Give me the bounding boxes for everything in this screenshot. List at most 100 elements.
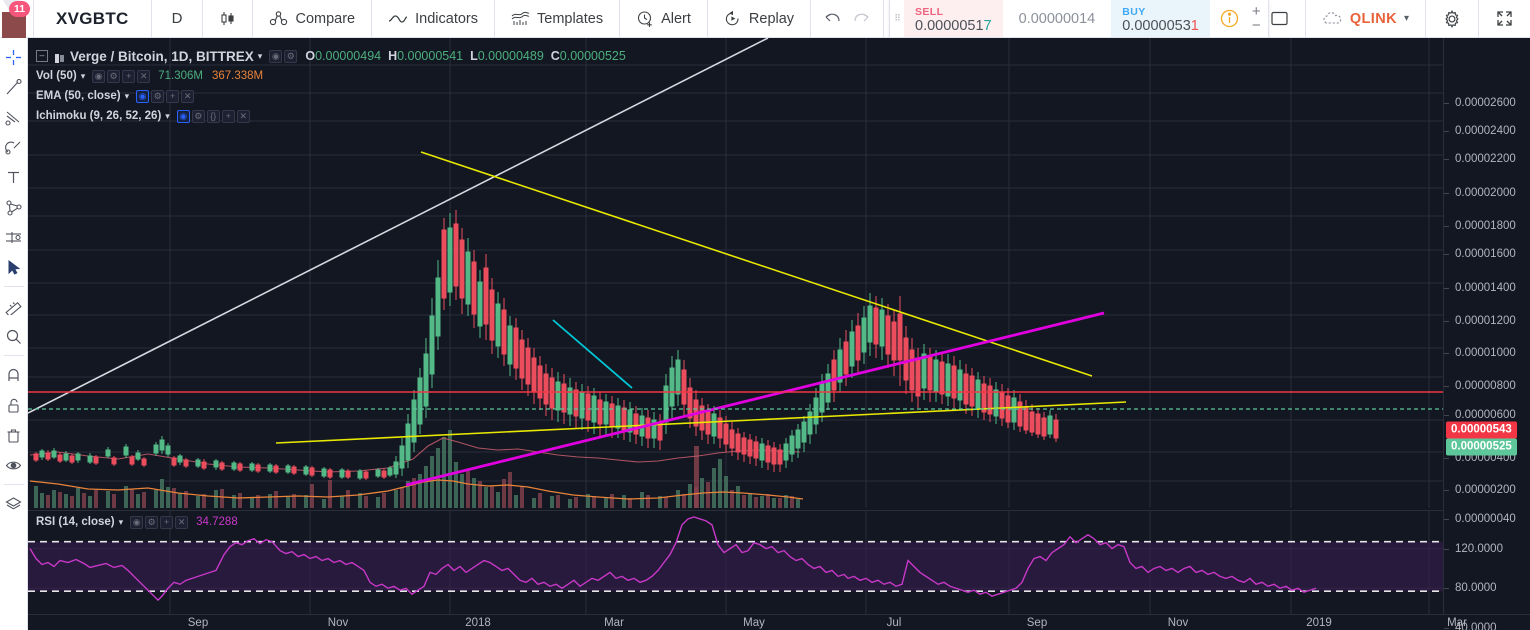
collapse-icon[interactable]: –: [36, 50, 48, 62]
study-name-ema[interactable]: EMA (50, close): [36, 90, 121, 102]
time-axis-label: Nov: [1167, 617, 1189, 629]
price-tick: [1444, 226, 1449, 227]
remove-tool[interactable]: [1, 420, 27, 450]
chart-panes[interactable]: [28, 38, 1443, 614]
study-settings-button[interactable]: ⚙: [145, 515, 159, 529]
chart-area[interactable]: 0.00002600 0.00002400 0.00002200 0.00002000…: [28, 38, 1530, 630]
templates-button[interactable]: Templates: [500, 4, 614, 34]
rsi-tick: [1444, 628, 1449, 629]
legend-study-ema[interactable]: EMA (50, close) ▾ ◉ ⚙ + ✕: [36, 86, 626, 106]
objecttree-tool[interactable]: [1, 489, 27, 519]
chart-type-button[interactable]: [208, 4, 247, 34]
legend-study-vol[interactable]: Vol (50) ▾ ◉ ⚙ + ✕ 71.306M 367.338M: [36, 66, 626, 86]
replay-label: Replay: [748, 10, 795, 27]
compare-label: Compare: [295, 10, 356, 27]
layout-button[interactable]: [1259, 4, 1300, 34]
buy-button[interactable]: BUY 0.00000531: [1111, 0, 1210, 37]
zoom-tool[interactable]: [1, 321, 27, 351]
trash-icon: [5, 427, 22, 444]
symbol-title[interactable]: Verge / Bitcoin, 1D, BITTREX: [70, 48, 254, 64]
series-settings-button[interactable]: ⚙: [284, 49, 298, 63]
workspace-button[interactable]: QLINK ▾: [1311, 4, 1420, 34]
price-axis-label: 0.00000800: [1455, 380, 1516, 392]
app-logo[interactable]: 11: [0, 0, 34, 38]
legend-study-rsi[interactable]: RSI (14, close) ▾ ◉ ⚙ + ✕ 34.7288: [36, 512, 238, 532]
price-axis[interactable]: 0.00002600 0.00002400 0.00002200 0.00002000…: [1443, 38, 1530, 630]
study-visibility-button[interactable]: ◉: [176, 109, 190, 123]
chevron-down-icon[interactable]: ▾: [165, 110, 170, 121]
shapes-tool[interactable]: [1, 192, 27, 222]
interval-button[interactable]: D: [171, 10, 183, 27]
fib-retracement-tool[interactable]: [1, 102, 27, 132]
price-tick: [1444, 386, 1449, 387]
study-settings-button[interactable]: ⚙: [191, 109, 205, 123]
study-add-button[interactable]: +: [160, 515, 174, 529]
last-price-tag[interactable]: 0.00000543: [1446, 421, 1517, 439]
price-axis-label: 0.00001000: [1455, 347, 1516, 359]
study-name-vol[interactable]: Vol (50): [36, 70, 77, 82]
charttype-group: [203, 0, 254, 37]
study-visibility-button[interactable]: ◉: [92, 69, 106, 83]
legend-title-row[interactable]: – Verge / Bitcoin, 1D, BITTREX ▾ ◉ ⚙ O0.…: [36, 46, 626, 66]
compare-icon: [269, 10, 288, 27]
qty-decrease-button[interactable]: −: [1251, 16, 1261, 34]
fullscreen-group: [1479, 0, 1530, 37]
study-visibility-button[interactable]: ◉: [136, 89, 150, 103]
cursor-tool[interactable]: [1, 252, 27, 282]
study-remove-button[interactable]: ✕: [236, 109, 250, 123]
settings-button[interactable]: [1431, 4, 1473, 34]
notification-badge[interactable]: 11: [9, 1, 30, 17]
study-visibility-button[interactable]: ◉: [130, 515, 144, 529]
symbol-group: XVGBTC: [34, 0, 152, 37]
redo-icon[interactable]: [852, 11, 871, 26]
chevron-down-icon[interactable]: ▾: [257, 50, 263, 61]
lock-tool[interactable]: [1, 390, 27, 420]
single-layout-icon: [1270, 10, 1289, 27]
pitchfork-tool[interactable]: [1, 132, 27, 162]
price-pane[interactable]: [28, 38, 1443, 508]
study-name-ichimoku[interactable]: Ichimoku (9, 26, 52, 26): [36, 110, 162, 122]
study-add-button[interactable]: +: [166, 89, 180, 103]
order-info-button[interactable]: [1210, 0, 1249, 37]
drag-handle[interactable]: ⠿: [894, 13, 901, 23]
close-price-tag[interactable]: 0.00000525: [1446, 438, 1517, 456]
magnet-tool[interactable]: [1, 360, 27, 390]
price-axis-label: 0.00001800: [1455, 220, 1516, 232]
series-visibility-button[interactable]: ◉: [269, 49, 283, 63]
rsi-line: [29, 516, 1317, 602]
unlock-icon: [5, 397, 22, 414]
text-tool[interactable]: [1, 162, 27, 192]
crosshair-tool[interactable]: [1, 42, 27, 72]
symbol-button[interactable]: XVGBTC: [56, 8, 129, 28]
rsi-pane[interactable]: [28, 510, 1443, 614]
sell-button[interactable]: SELL 0.00000517: [904, 0, 1003, 37]
indicators-button[interactable]: Indicators: [377, 4, 489, 34]
forecast-tool[interactable]: [1, 222, 27, 252]
alert-button[interactable]: Alert: [625, 4, 702, 34]
study-remove-button[interactable]: ✕: [137, 69, 151, 83]
ema-line: [29, 437, 801, 473]
measure-tool[interactable]: [1, 291, 27, 321]
price-tick: [1444, 415, 1449, 416]
chevron-down-icon[interactable]: ▾: [80, 70, 86, 81]
study-remove-button[interactable]: ✕: [181, 89, 195, 103]
study-add-button[interactable]: +: [221, 109, 235, 123]
undo-icon[interactable]: [823, 11, 842, 26]
qty-increase-button[interactable]: +: [1251, 2, 1261, 20]
fullscreen-button[interactable]: [1484, 4, 1525, 34]
compare-button[interactable]: Compare: [258, 4, 366, 34]
hide-tool[interactable]: [1, 450, 27, 480]
info-icon: [1219, 8, 1240, 29]
study-settings-button[interactable]: ⚙: [107, 69, 121, 83]
time-axis[interactable]: Sep Nov 2018 Mar May Jul Sep Nov 2019 Mar: [28, 614, 1530, 630]
chevron-down-icon[interactable]: ▾: [124, 90, 130, 101]
study-source-button[interactable]: {}: [206, 109, 220, 123]
legend-study-ichimoku[interactable]: Ichimoku (9, 26, 52, 26) ▾ ◉ ⚙ {} + ✕: [36, 106, 626, 126]
study-remove-button[interactable]: ✕: [175, 515, 189, 529]
study-settings-button[interactable]: ⚙: [151, 89, 165, 103]
replay-button[interactable]: Replay: [713, 4, 805, 34]
study-name-rsi[interactable]: RSI (14, close): [36, 516, 115, 528]
chevron-down-icon[interactable]: ▾: [118, 516, 124, 527]
trendline-tool[interactable]: [1, 72, 27, 102]
study-add-button[interactable]: +: [122, 69, 136, 83]
